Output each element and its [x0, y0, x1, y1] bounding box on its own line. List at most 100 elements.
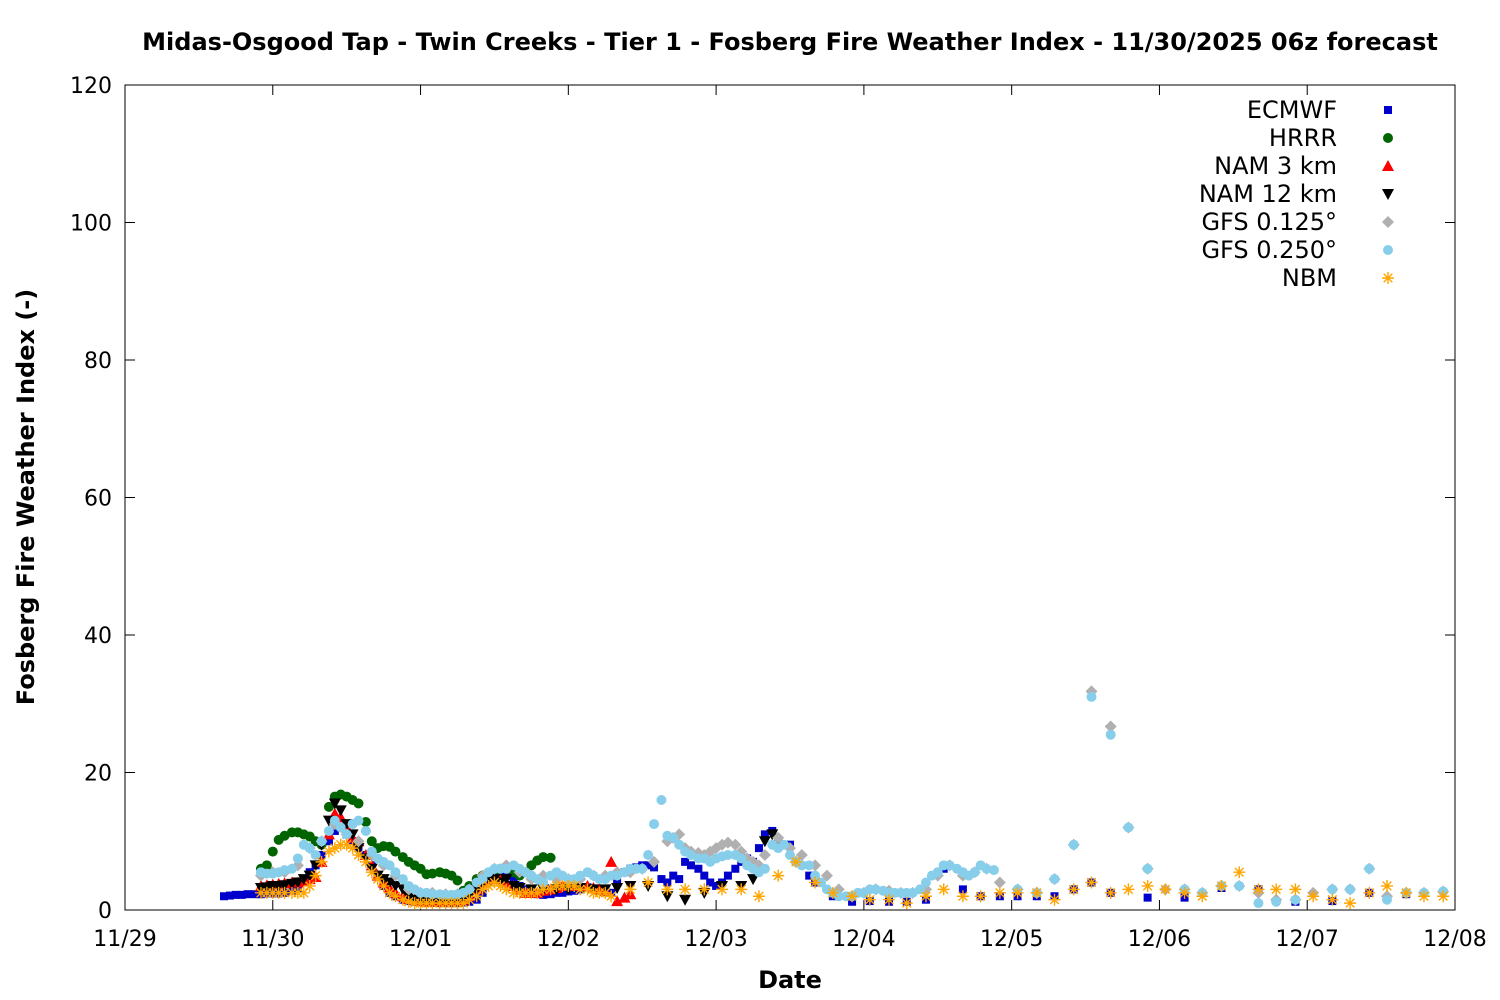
data-point	[309, 869, 322, 882]
data-point	[384, 860, 395, 871]
data-point	[1104, 886, 1117, 899]
data-point	[706, 878, 715, 887]
legend-label: GFS 0.125°	[1201, 208, 1337, 236]
y-tick-label: 40	[84, 624, 112, 649]
data-point	[452, 875, 463, 886]
data-point	[663, 878, 672, 887]
data-point	[581, 883, 594, 896]
data-point	[1049, 874, 1060, 885]
data-point	[1123, 822, 1134, 833]
data-point	[668, 832, 679, 843]
data-point	[220, 892, 229, 901]
data-point	[558, 888, 567, 897]
data-point	[974, 890, 987, 903]
data-point	[396, 893, 409, 906]
data-point	[752, 890, 765, 903]
data-point	[500, 883, 513, 896]
x-axis-label: Date	[758, 966, 822, 994]
y-tick-label: 100	[70, 212, 112, 237]
data-point	[993, 886, 1006, 899]
x-tick-label: 12/08	[1423, 927, 1486, 952]
data-point	[315, 855, 328, 868]
series-nbm	[254, 838, 1450, 910]
data-point	[538, 877, 549, 888]
x-tick-label: 12/01	[389, 927, 452, 952]
data-point	[613, 878, 622, 887]
data-point	[833, 891, 844, 902]
legend-marker	[1382, 216, 1394, 228]
data-point	[427, 868, 438, 879]
data-point	[1011, 886, 1024, 899]
data-point	[759, 863, 770, 874]
data-point	[698, 883, 711, 896]
data-point	[611, 883, 624, 894]
data-point	[804, 860, 815, 871]
data-point	[1233, 866, 1246, 879]
data-point	[330, 826, 339, 835]
data-point	[1030, 886, 1043, 899]
data-point	[360, 825, 371, 836]
data-point	[1234, 880, 1245, 891]
data-point	[712, 881, 721, 890]
data-point	[346, 842, 359, 855]
data-point	[328, 798, 341, 810]
data-point	[494, 879, 507, 892]
data-point	[1381, 879, 1394, 892]
data-point	[341, 829, 352, 840]
data-point	[1105, 729, 1116, 740]
data-point	[1290, 894, 1301, 905]
plot-frame	[124, 84, 1456, 911]
data-point	[731, 864, 740, 873]
data-point	[278, 880, 291, 892]
data-point	[1437, 890, 1450, 903]
data-point	[1289, 883, 1302, 896]
data-point	[1270, 883, 1283, 896]
data-point	[371, 873, 384, 886]
data-point	[789, 855, 802, 868]
y-tick-label: 120	[70, 74, 112, 99]
data-point	[1143, 893, 1152, 902]
data-point	[863, 893, 876, 906]
data-point	[251, 890, 260, 899]
data-point	[870, 884, 881, 895]
data-point	[353, 815, 364, 826]
x-tick-label: 12/05	[980, 927, 1043, 952]
legend-marker	[1382, 189, 1394, 200]
data-point	[397, 874, 408, 885]
data-point	[681, 857, 690, 866]
data-point	[1363, 886, 1376, 899]
data-point	[657, 875, 666, 884]
data-point	[883, 893, 896, 906]
data-point	[365, 866, 378, 879]
data-point	[722, 850, 733, 860]
data-point	[1086, 691, 1097, 702]
data-point	[1271, 896, 1282, 907]
data-point	[377, 879, 390, 892]
data-point	[760, 830, 769, 839]
data-point	[353, 798, 364, 809]
x-tick-label: 12/02	[537, 927, 600, 952]
data-point	[279, 865, 290, 876]
data-point	[686, 861, 695, 870]
data-point	[297, 874, 310, 886]
data-point	[642, 876, 655, 889]
data-point	[237, 890, 246, 899]
data-point	[231, 890, 240, 899]
data-point	[805, 871, 814, 880]
data-point	[1252, 883, 1265, 896]
data-point	[1215, 879, 1228, 892]
data-point	[1327, 884, 1338, 895]
data-point	[754, 844, 763, 853]
data-point	[389, 890, 402, 903]
data-point	[747, 874, 760, 886]
data-point	[736, 853, 747, 864]
legend-label: HRRR	[1269, 124, 1337, 152]
y-tick-label: 20	[84, 762, 112, 787]
data-point	[329, 815, 340, 826]
legend-marker	[1382, 272, 1394, 284]
axis-ticks: 11/29 11/30 12/01 12/02 12/03 12/04 12/05 12/06…	[70, 74, 1487, 952]
data-point	[303, 879, 316, 892]
data-point	[846, 890, 859, 903]
data-point	[488, 876, 501, 889]
data-point	[735, 883, 748, 896]
